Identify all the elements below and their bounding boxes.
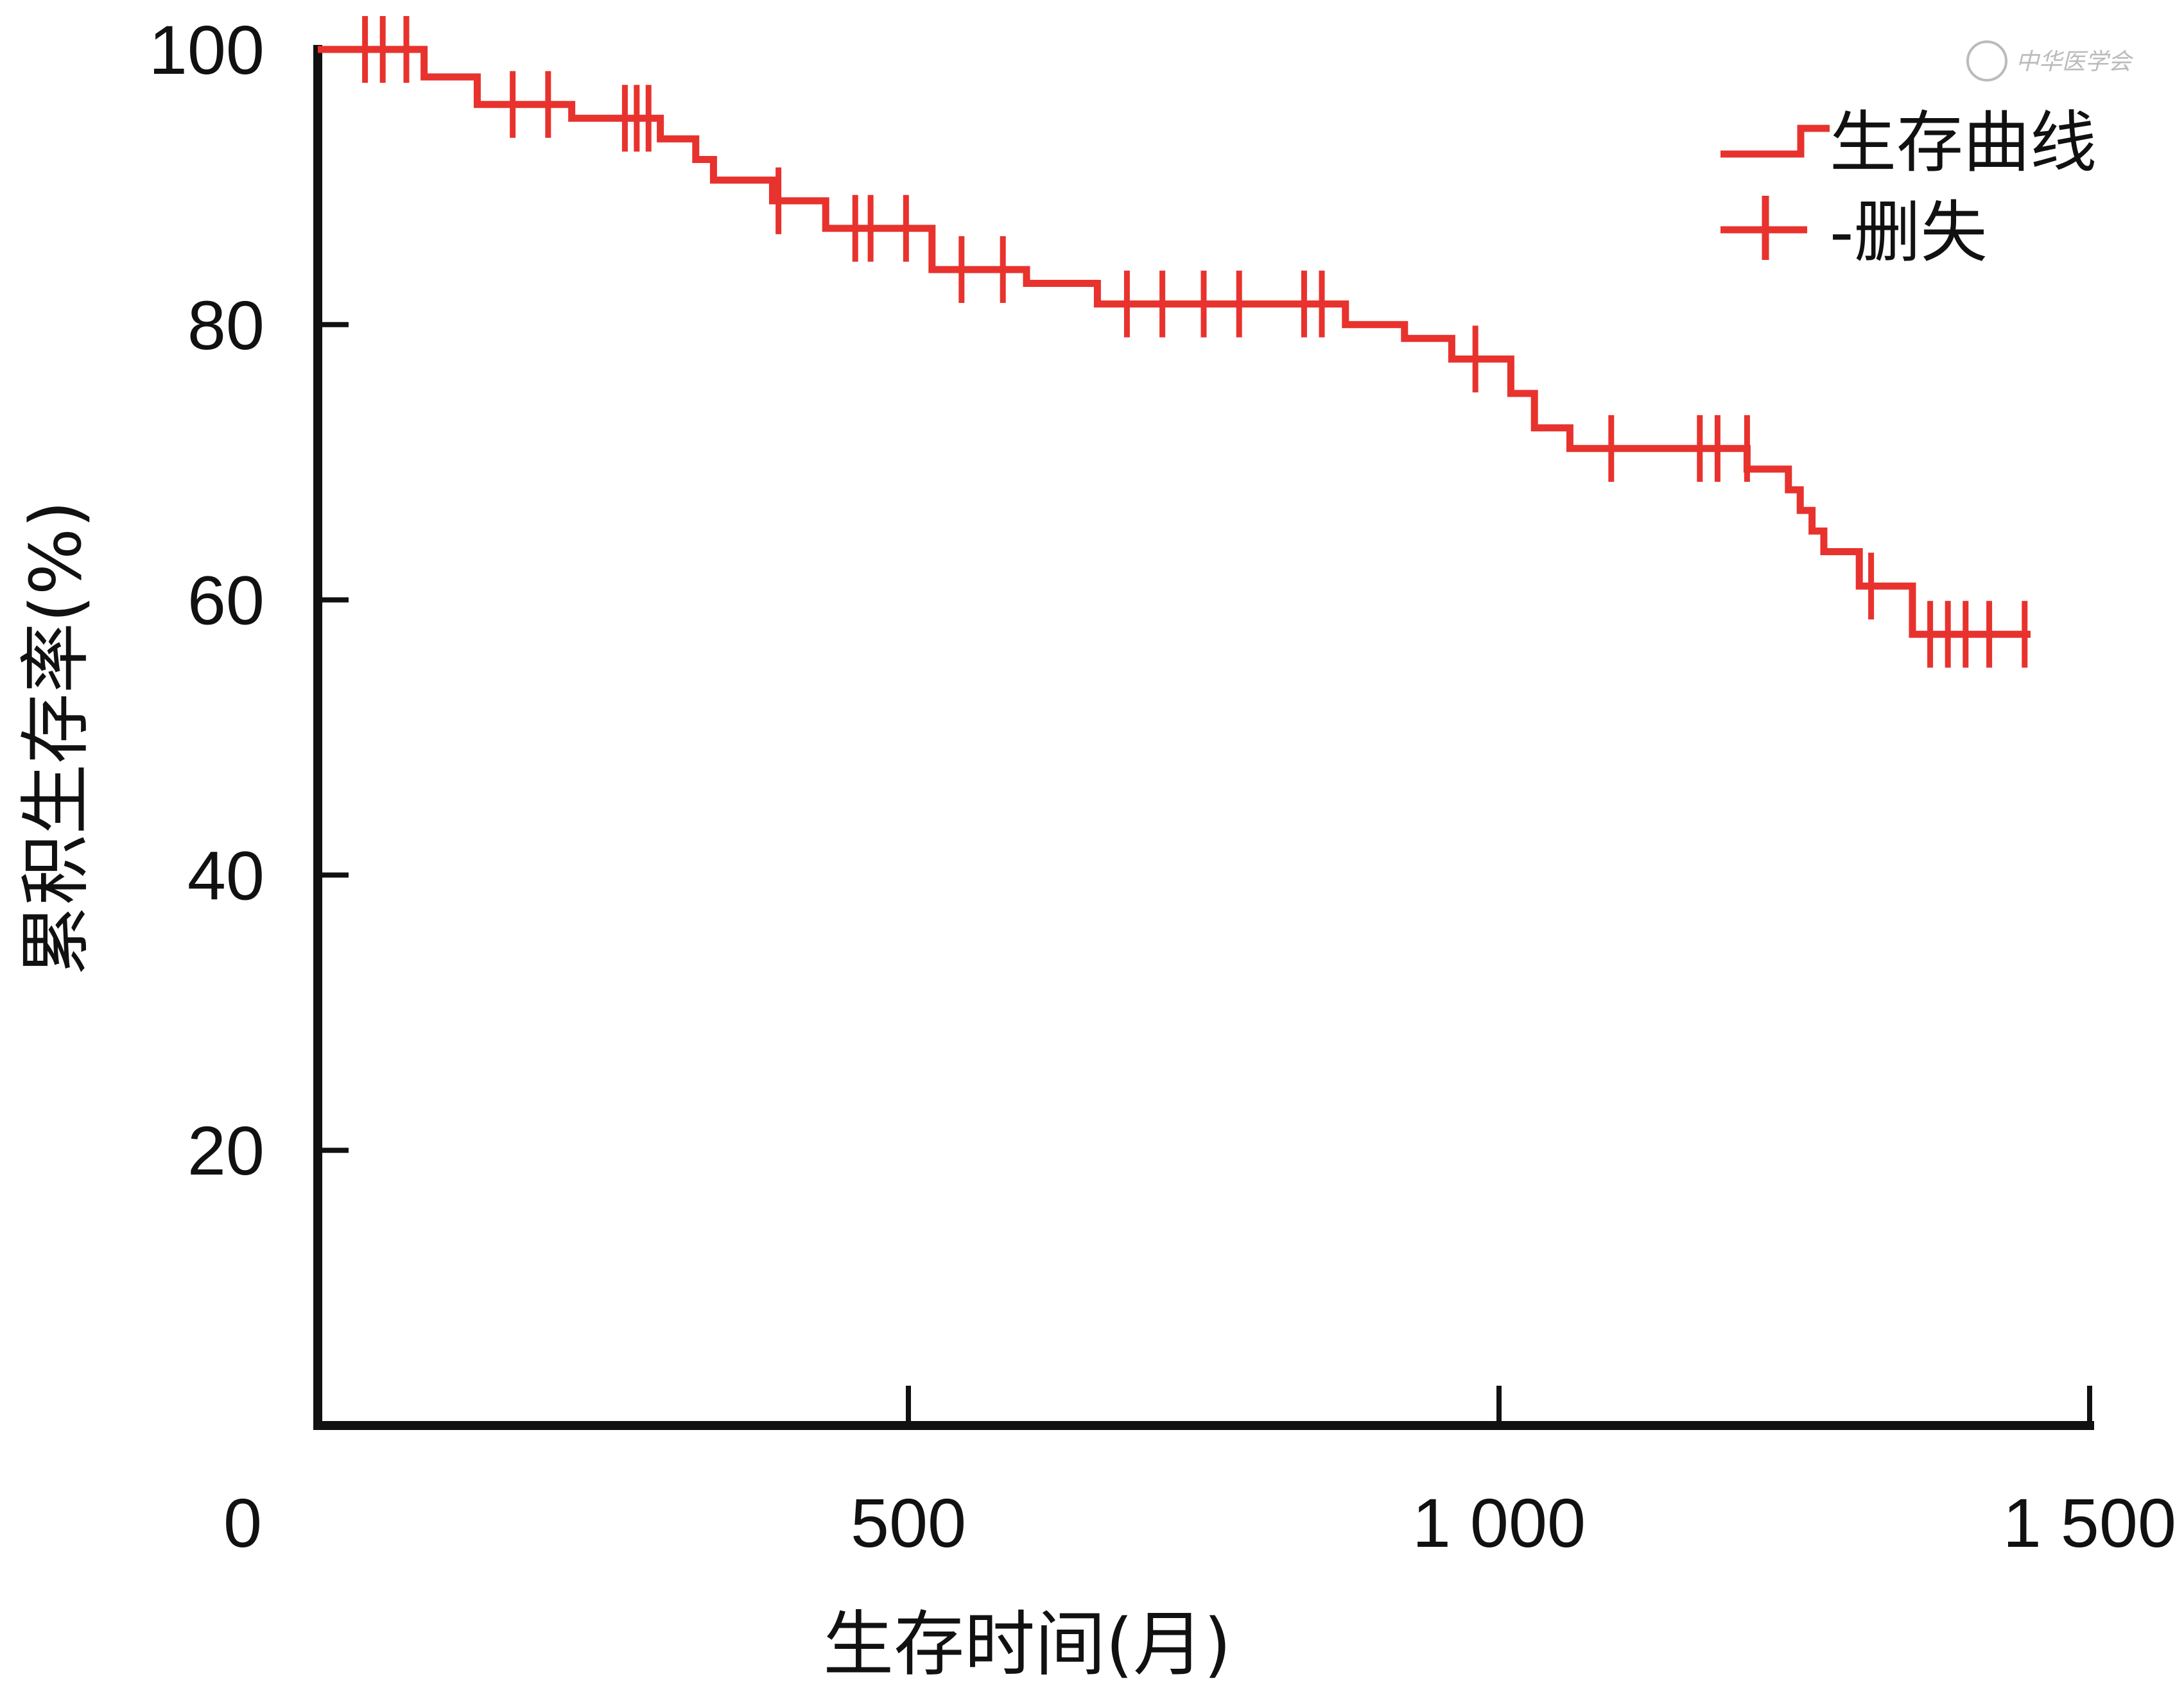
x-tick-label: 1 000 (1412, 1484, 1586, 1562)
survival-curve (318, 46, 2031, 638)
y-tick-label: 60 (187, 562, 264, 639)
x-axis-title: 生存时间(月) (823, 1603, 1231, 1685)
axes (313, 45, 2094, 1430)
y-axis-title: 累积生存率(%) (15, 501, 97, 976)
y-tick-label: 40 (187, 836, 264, 914)
x-tick-label: 1 500 (2003, 1484, 2176, 1562)
censor-marks (362, 16, 2028, 668)
legend-curve-swatch (1720, 125, 1830, 158)
legend: 生存曲线 -删失 (1720, 103, 2097, 271)
y-tick-label: 100 (149, 11, 264, 89)
legend-censor-swatch (1720, 196, 1807, 260)
watermark-logo (1966, 40, 2007, 82)
watermark-text: 中华医学会 (2016, 49, 2134, 75)
legend-label-curve: 生存曲线 (1830, 103, 2097, 182)
watermark: 中华医学会 (1966, 40, 2134, 82)
x-tick-label: 0 (223, 1484, 262, 1562)
survival-step-line (318, 46, 2031, 638)
y-tick-label: 80 (187, 286, 264, 364)
x-tick-label: 500 (851, 1484, 966, 1562)
legend-label-censored: -删失 (1830, 193, 1988, 271)
y-tick-label: 20 (187, 1112, 264, 1189)
